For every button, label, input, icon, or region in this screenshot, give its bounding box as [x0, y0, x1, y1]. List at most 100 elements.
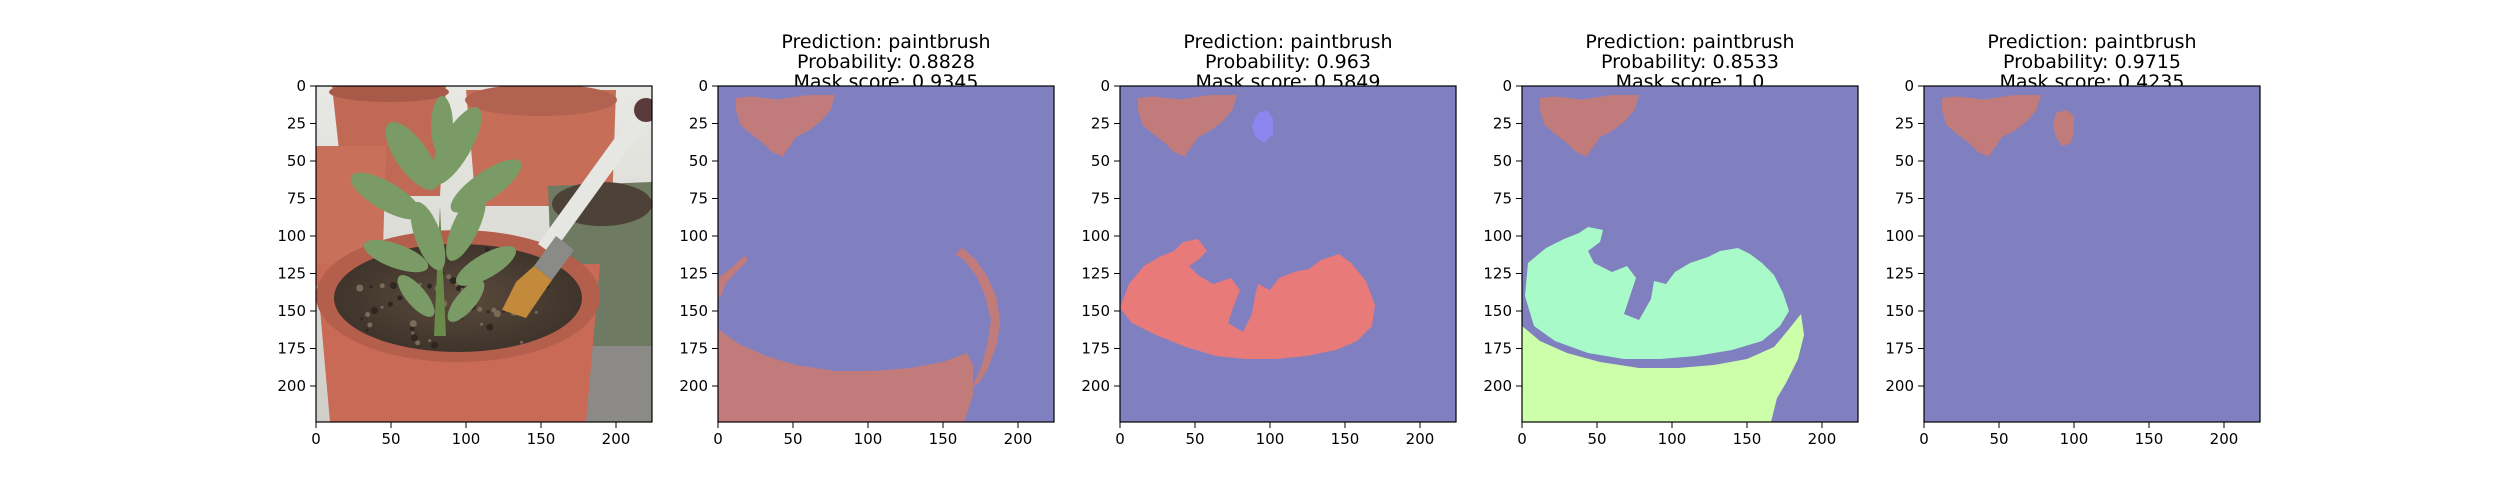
soil-speck	[520, 340, 523, 344]
y-tick-label: 150	[1483, 302, 1512, 320]
x-tick-label: 50	[783, 430, 802, 448]
y-tick-label: 125	[679, 265, 708, 283]
soil-speck	[491, 307, 497, 313]
mask-image	[1120, 86, 1456, 422]
soil-speck	[460, 287, 464, 291]
x-tick-label: 100	[452, 430, 481, 448]
mask-region-right	[955, 248, 1000, 386]
y-tick-label: 25	[1895, 115, 1914, 133]
subplot-title-line: Prediction: paintbrush	[1585, 31, 1794, 53]
x-tick-label: 200	[1808, 430, 1837, 448]
soil-speck	[369, 285, 373, 289]
y-tick-label: 25	[287, 115, 306, 133]
x-tick-label: 0	[1919, 430, 1929, 448]
soil-speck	[397, 295, 403, 301]
soil-speck	[493, 310, 501, 318]
soil-speck	[365, 328, 369, 332]
soil-speck	[367, 322, 373, 328]
soil-speck	[411, 331, 415, 335]
subplot-title-line: Probability: 0.8828	[797, 51, 975, 73]
soil-speck	[415, 340, 421, 346]
x-tick-label: 200	[602, 430, 631, 448]
x-tick-label: 150	[1733, 430, 1762, 448]
soil-speck	[370, 307, 378, 315]
x-tick-label: 50	[1989, 430, 2008, 448]
y-tick-label: 25	[1493, 115, 1512, 133]
brush-handle	[538, 106, 652, 254]
axes-frame	[315, 85, 653, 423]
plant-leaf	[363, 239, 429, 273]
y-tick-label: 0	[1100, 77, 1110, 95]
subplot-title-line: Probability: 0.9715	[2003, 51, 2181, 73]
y-tick-label: 75	[287, 190, 306, 208]
soil-speck	[356, 284, 364, 292]
y-tick-label: 200	[679, 377, 708, 395]
y-tick-label: 175	[1081, 340, 1110, 358]
subplot-title-line: Prediction: paintbrush	[1183, 31, 1392, 53]
x-tick-label: 50	[381, 430, 400, 448]
y-tick-label: 0	[296, 77, 306, 95]
soil-speck	[431, 341, 439, 349]
mask-region-bottom	[1120, 353, 1375, 422]
y-tick-label: 125	[277, 265, 306, 283]
soil-speck	[484, 247, 490, 252]
mask-region-dot	[2053, 110, 2074, 146]
y-tick-label: 0	[1502, 77, 1512, 95]
plant-leaf	[385, 121, 439, 191]
soil-speck	[387, 301, 393, 307]
back-pot-left-rim	[329, 86, 449, 102]
y-tick-label: 0	[698, 77, 708, 95]
y-tick-label: 25	[689, 115, 708, 133]
x-tick-label: 50	[1185, 430, 1204, 448]
soil-speck	[428, 339, 432, 343]
y-tick-label: 100	[1483, 227, 1512, 245]
mask-region-bottom	[1522, 314, 1804, 422]
axes-frame	[717, 85, 1055, 423]
brush-ferrule	[534, 236, 574, 280]
y-tick-label: 175	[277, 340, 306, 358]
y-tick-label: 100	[679, 227, 708, 245]
y-tick-label: 200	[277, 377, 306, 395]
mask-region-left	[718, 255, 748, 299]
y-tick-label: 175	[1483, 340, 1512, 358]
y-tick-label: 75	[1895, 190, 1914, 208]
x-tick-label: 200	[1004, 430, 1033, 448]
y-tick-label: 50	[1091, 152, 1110, 170]
soil-speck	[365, 312, 371, 317]
y-tick-label: 150	[1885, 302, 1914, 320]
x-tick-label: 150	[2135, 430, 2164, 448]
y-tick-label: 150	[277, 302, 306, 320]
y-tick-label: 150	[1081, 302, 1110, 320]
mask-region-top	[736, 95, 835, 157]
y-tick-label: 200	[1081, 377, 1110, 395]
y-tick-label: 125	[1885, 265, 1914, 283]
soil-speck	[446, 274, 452, 280]
subplot-title-line: Probability: 0.963	[1205, 51, 1371, 73]
x-tick-label: 100	[1658, 430, 1687, 448]
plant-leaf	[446, 191, 486, 261]
x-tick-label: 0	[311, 430, 321, 448]
y-tick-label: 100	[1081, 227, 1110, 245]
soil-speck	[379, 283, 385, 289]
subplot-title-line: Prediction: paintbrush	[781, 31, 990, 53]
y-tick-label: 50	[287, 152, 306, 170]
x-tick-label: 0	[1115, 430, 1125, 448]
x-tick-label: 200	[1406, 430, 1435, 448]
x-tick-label: 200	[2210, 430, 2239, 448]
x-tick-label: 150	[1331, 430, 1360, 448]
y-tick-label: 125	[1483, 265, 1512, 283]
axes-frame	[1119, 85, 1457, 423]
y-tick-label: 100	[277, 227, 306, 245]
mask-region-main	[1525, 227, 1789, 359]
y-tick-label: 75	[1493, 190, 1512, 208]
back-pot-right-rim	[465, 86, 617, 116]
soil-speck	[486, 323, 494, 331]
y-tick-label: 200	[1885, 377, 1914, 395]
soil-speck	[477, 306, 483, 312]
plant-leaf	[410, 201, 446, 271]
axes-frame	[1521, 85, 1859, 423]
plant-leaf	[350, 172, 422, 220]
